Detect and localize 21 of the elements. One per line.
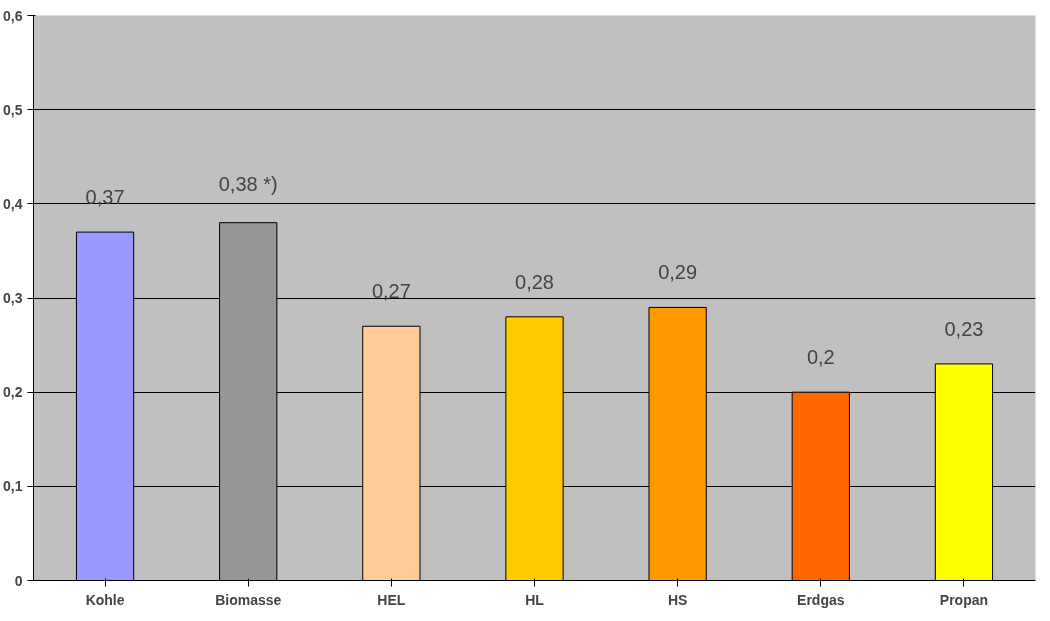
x-tick-label: HL [525,591,545,608]
x-tick-label: Erdgas [797,591,845,608]
x-tick-label: Propan [939,591,989,608]
x-tick-label: HS [667,591,688,608]
x-tick-label: Biomasse [215,591,282,608]
y-tick-label: 0,3 [3,290,23,306]
data-label: 0,38 *) [218,172,278,195]
data-label: 0,23 [944,317,984,340]
data-label: 0,37 [85,186,125,209]
y-tick-label: 0,2 [3,384,23,401]
y-tick-label: 0 [14,572,23,589]
y-tick-label: 0,5 [3,101,23,118]
data-label: 0,29 [658,261,698,284]
data-label: 0,27 [371,280,411,303]
data-label: 0,28 [515,270,554,293]
y-tick-label: 0,6 [3,7,23,24]
x-tick-label: Kohle [85,591,125,608]
x-tick-label: HEL [377,591,406,608]
y-tick-label: 0,4 [3,195,23,212]
data-label: 0,2 [806,346,835,369]
y-tick-label: 0,1 [3,478,23,495]
